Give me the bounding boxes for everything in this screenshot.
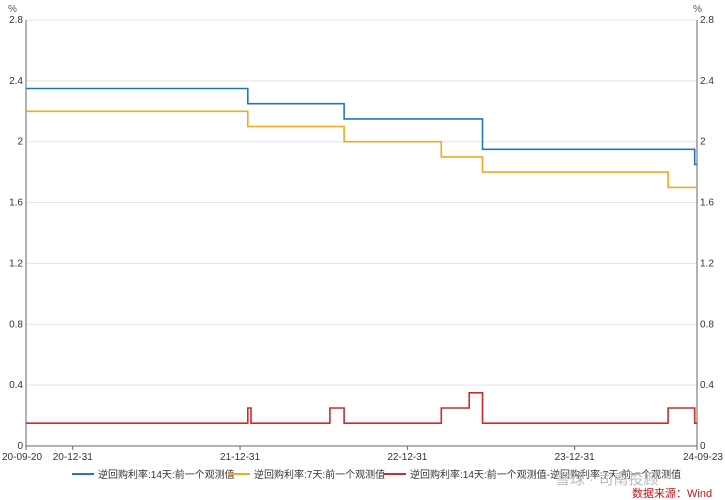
legend-label-1: 逆回购利率:14天:前一个观测值 (98, 468, 235, 481)
y-tick-label-left: 0 (17, 441, 23, 452)
axes (25, 20, 698, 450)
y-tick-label-left: 1.6 (9, 198, 23, 209)
legend-label-2: 逆回购利率:7天:前一个观测值 (254, 468, 385, 481)
x-tick-label: 20-12-31 (53, 452, 93, 463)
y-tick-label-right: 0 (700, 441, 706, 452)
source-note: 数据来源：Wind (632, 486, 712, 500)
grid (26, 19, 697, 386)
x-tick-label: 21-12-31 (220, 452, 260, 463)
series-lines (26, 87, 697, 424)
series-line-3 (26, 392, 697, 424)
series-line-2 (26, 110, 697, 189)
legend-label-3: 逆回购利率:14天:前一个观测值-逆回购利率:7天:前一个观测值 (410, 468, 681, 481)
y-tick-label-left: 0.8 (9, 319, 23, 330)
y-tick-label-right: 2 (700, 137, 706, 148)
x-tick-label: 23-12-31 (555, 452, 595, 463)
series-line-1 (26, 87, 697, 166)
y-tick-label-left: 1.2 (9, 258, 23, 269)
y-tick-label-left: 2.8 (9, 15, 23, 26)
y-tick-label-left: 2.4 (9, 76, 23, 87)
watermark: 雪球 · 司南投顾 (555, 471, 658, 488)
tick-labels: 0 0 0.4 0.4 0.8 0.8 1.2 1.2 1.6 1.6 2 2 2.4 2.4 2.8 2.8… (2, 15, 723, 463)
y-tick-label-left: 2 (17, 137, 23, 148)
y-tick-label-right: 0.8 (700, 319, 714, 330)
y-tick-label-right: 2.8 (700, 15, 714, 26)
x-tick-label: 22-12-31 (387, 452, 427, 463)
x-tick-label: 24-09-23 (683, 452, 723, 463)
legend: 逆回购利率:14天:前一个观测值 逆回购利率:7天:前一个观测值 逆回购利率:14天… (72, 468, 681, 481)
y-tick-label-right: 1.6 (700, 198, 714, 209)
x-tick-label: 20-09-20 (2, 452, 42, 463)
y-tick-label-right: 2.4 (700, 76, 714, 87)
y-tick-label-right: 0.4 (700, 380, 714, 391)
y-tick-label-right: 1.2 (700, 258, 714, 269)
y-unit-left: % (8, 4, 17, 15)
y-unit-right: % (693, 4, 702, 15)
y-tick-label-left: 0.4 (9, 380, 23, 391)
